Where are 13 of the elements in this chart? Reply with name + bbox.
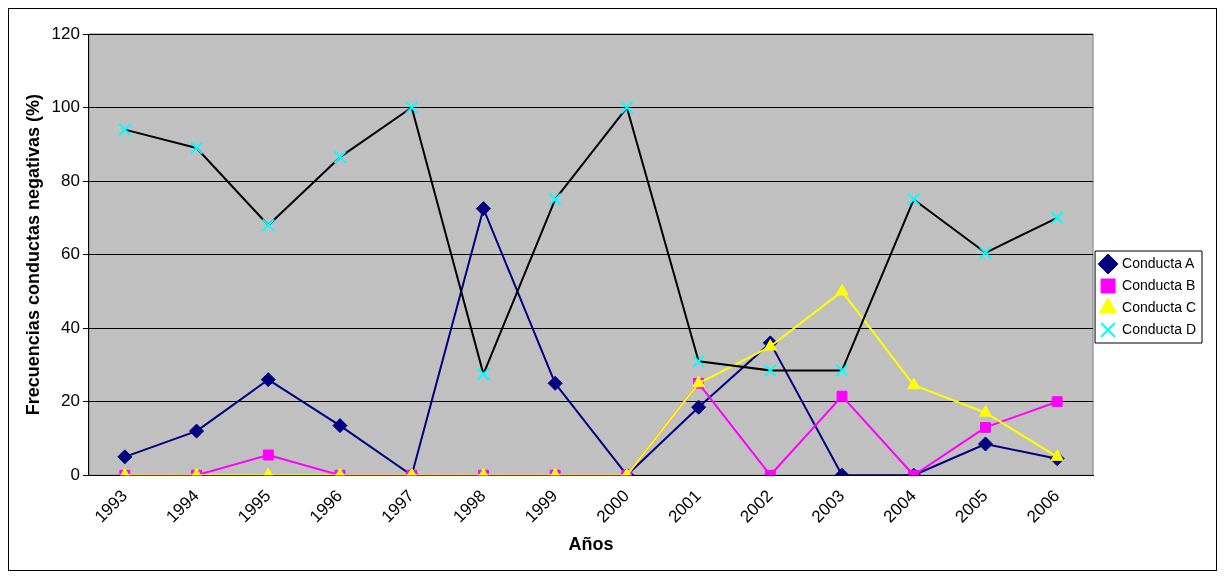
y-tick-label: 100 [51, 97, 80, 117]
legend-label: Conducta A [1122, 254, 1196, 271]
y-axis-title: Frecuencias conductas negativas (%) [22, 94, 43, 416]
legend-label: Conducta B [1122, 276, 1196, 293]
y-tick-label: 80 [61, 170, 80, 190]
legend-label: Conducta C [1122, 298, 1197, 315]
y-tick-label: 20 [61, 391, 80, 411]
y-tick-label: 40 [61, 317, 80, 337]
y-tick-label: 60 [61, 244, 80, 264]
y-tick-label: 0 [70, 464, 80, 484]
legend-label: Conducta D [1122, 320, 1197, 337]
y-tick-label: 120 [51, 23, 80, 43]
x-axis-title: Años [568, 534, 614, 555]
